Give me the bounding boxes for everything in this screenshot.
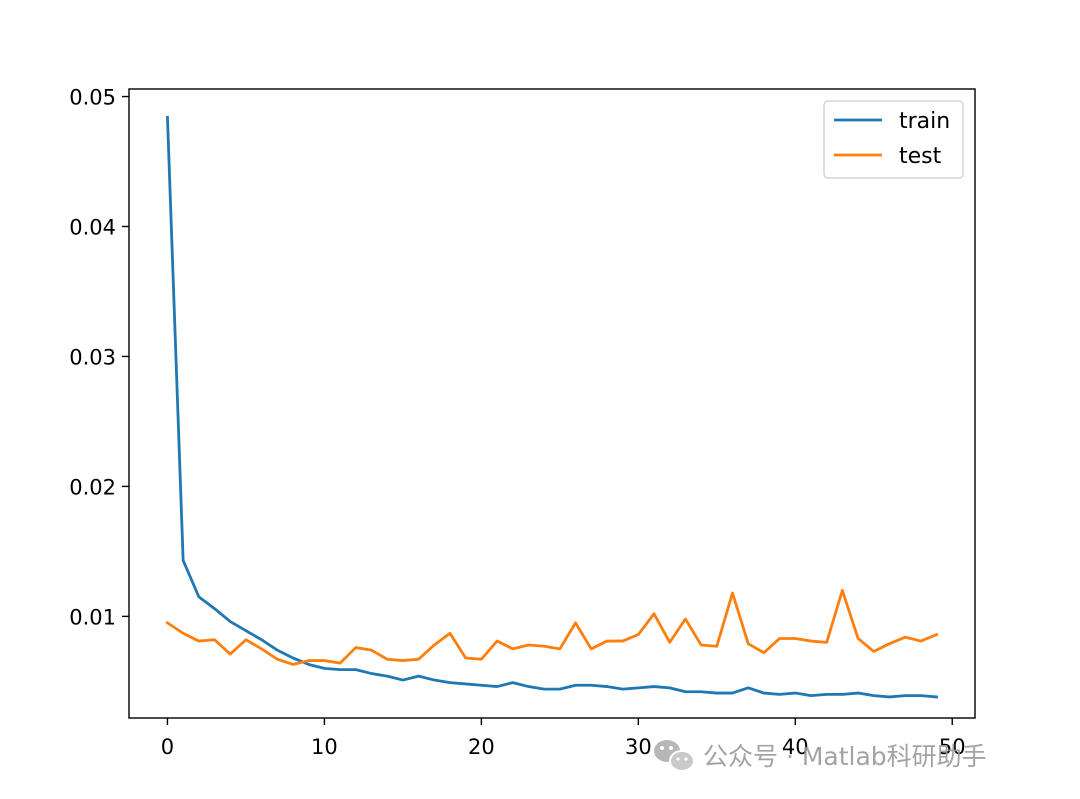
y-tick-label: 0.01: [69, 605, 116, 629]
x-tick-label: 50: [939, 735, 966, 759]
x-tick-label: 0: [161, 735, 174, 759]
series-line-train: [166, 115, 939, 699]
watermark: 公众号 · Matlab科研助手: [654, 740, 987, 772]
legend-label-test: test: [899, 144, 942, 169]
plot-lines: [165, 115, 939, 699]
x-tick-label: 30: [625, 735, 652, 759]
x-tick-label: 40: [782, 735, 809, 759]
series-line-test: [165, 588, 939, 666]
legend: train test: [823, 100, 964, 179]
x-tick-label: 10: [311, 735, 338, 759]
axes-frame: [128, 88, 976, 719]
y-tick-label: 0.05: [69, 86, 116, 110]
y-axis: 0.01 0.02 0.03 0.04 0.05: [69, 86, 129, 629]
y-tick-label: 0.04: [69, 215, 116, 239]
x-tick-label: 20: [468, 735, 495, 759]
y-tick-label: 0.03: [69, 345, 116, 369]
y-tick-label: 0.02: [69, 475, 116, 499]
x-axis: 0 10 20 30 40 50: [161, 718, 966, 759]
wechat-icon: [654, 740, 695, 772]
legend-label-train: train: [899, 109, 950, 134]
watermark-text: 公众号 · Matlab科研助手: [703, 742, 987, 771]
